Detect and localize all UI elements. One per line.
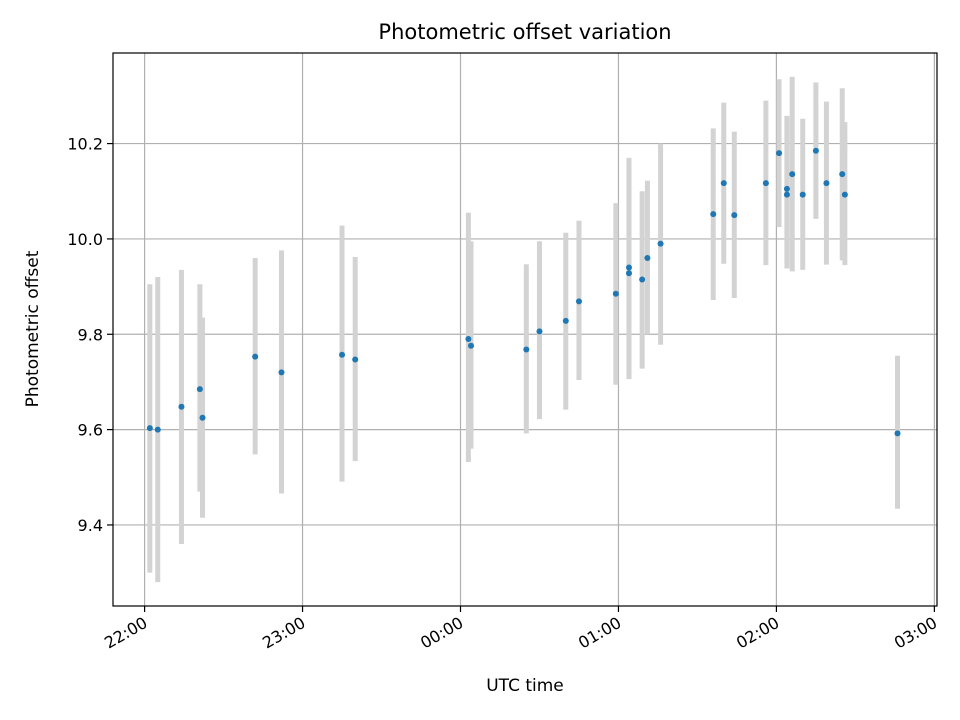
- data-point: [178, 403, 185, 410]
- plot-area-frame: [112, 52, 938, 607]
- data-point: [352, 356, 359, 363]
- data-point: [710, 211, 717, 218]
- chart-title: Photometric offset variation: [378, 20, 671, 44]
- data-point: [823, 180, 830, 187]
- data-point: [146, 425, 153, 432]
- data-point: [762, 180, 769, 187]
- data-point: [468, 342, 475, 349]
- data-point: [625, 264, 632, 271]
- y-tick-label: 10.0: [67, 230, 103, 249]
- data-point: [154, 426, 161, 433]
- data-point: [612, 290, 619, 297]
- data-point: [625, 270, 632, 277]
- data-point: [575, 298, 582, 305]
- grid-lines: [113, 53, 937, 606]
- data-point: [252, 353, 259, 360]
- data-point: [731, 212, 738, 219]
- data-point: [894, 430, 901, 437]
- data-point: [278, 369, 285, 376]
- data-point: [839, 171, 846, 178]
- x-axis-label: UTC time: [486, 676, 564, 696]
- data-point: [841, 191, 848, 198]
- y-tick-label: 9.4: [78, 516, 103, 535]
- data-point: [776, 150, 783, 157]
- data-point: [789, 171, 796, 178]
- data-point: [196, 386, 203, 393]
- data-point: [523, 346, 530, 353]
- y-tick-label: 9.8: [78, 325, 103, 344]
- y-tick-label: 10.2: [67, 135, 103, 154]
- data-point: [639, 276, 646, 283]
- data-point: [720, 180, 727, 187]
- data-point: [799, 191, 806, 198]
- data-point: [465, 336, 472, 343]
- data-point: [644, 254, 651, 261]
- data-point: [657, 240, 664, 247]
- y-tick-label: 9.6: [78, 421, 103, 440]
- data-point: [783, 185, 790, 192]
- data-point: [339, 351, 346, 358]
- y-axis-ticks: 9.4 9.6 9.8 10.0 10.2: [67, 135, 113, 535]
- data-point: [812, 147, 819, 154]
- data-point: [199, 414, 206, 421]
- data-point: [536, 328, 543, 335]
- data-point: [783, 191, 790, 198]
- data-point: [562, 317, 569, 324]
- data-points: [146, 147, 901, 437]
- y-axis-label: Photometric offset: [23, 250, 43, 407]
